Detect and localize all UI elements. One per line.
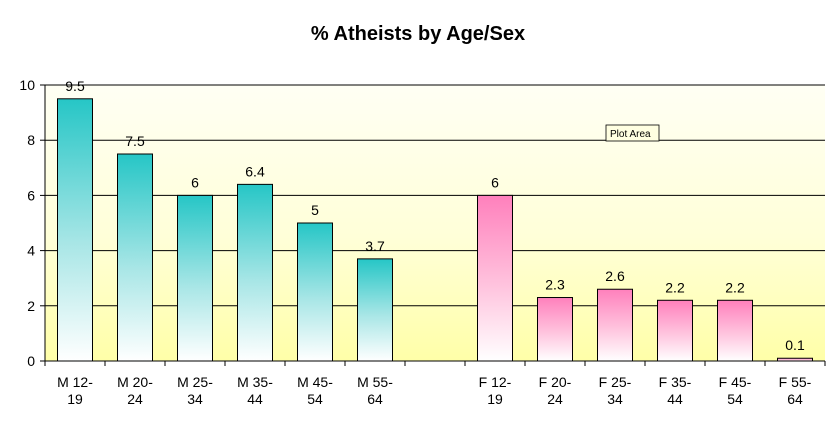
data-label: 0.1 xyxy=(785,337,805,353)
plot-background xyxy=(45,85,825,361)
bar xyxy=(237,183,273,362)
x-tick-label: 19 xyxy=(487,391,503,407)
data-label: 2.6 xyxy=(605,268,625,284)
bar xyxy=(357,258,393,362)
x-tick-label: M 25- xyxy=(177,374,213,390)
tooltip-text: Plot Area xyxy=(610,129,651,140)
data-label: 6.4 xyxy=(245,163,265,179)
bar xyxy=(477,194,513,362)
bar xyxy=(597,288,633,362)
x-tick-label: M 35- xyxy=(237,374,273,390)
x-tick-label: 64 xyxy=(787,391,803,407)
x-tick-label: 54 xyxy=(307,391,323,407)
y-tick-label: 10 xyxy=(19,77,35,93)
x-tick-label: 34 xyxy=(607,391,623,407)
data-label: 2.2 xyxy=(725,279,745,295)
y-tick-label: 2 xyxy=(27,298,35,314)
x-tick-label: F 20- xyxy=(539,374,572,390)
x-tick-label: 34 xyxy=(187,391,203,407)
x-tick-label: 19 xyxy=(67,391,83,407)
x-tick-label: F 35- xyxy=(659,374,692,390)
plot-area xyxy=(45,84,825,361)
data-label: 3.7 xyxy=(365,238,385,254)
data-label: 6 xyxy=(491,174,499,190)
y-tick-label: 4 xyxy=(27,243,35,259)
x-tick-label: 44 xyxy=(667,391,683,407)
chart-title: % Atheists by Age/Sex xyxy=(311,23,525,45)
bars-layer xyxy=(57,98,813,362)
x-tick-label: 24 xyxy=(127,391,143,407)
plot-area-tooltip: Plot Area xyxy=(605,124,660,142)
bar xyxy=(177,194,213,362)
bar xyxy=(657,299,693,362)
data-label: 9.5 xyxy=(65,78,85,94)
data-label: 2.2 xyxy=(665,279,685,295)
tooltip-box xyxy=(605,124,660,142)
data-label: 5 xyxy=(311,202,319,218)
data-labels-layer: 9.5 7.5 6 6.4 5 3.7 6 2.3 2.6 2.2 2.2 0.1 xyxy=(65,78,805,353)
bar xyxy=(537,297,573,362)
data-label: 7.5 xyxy=(125,133,145,149)
y-tick-label: 0 xyxy=(27,353,35,369)
x-tick-label: F 45- xyxy=(719,374,752,390)
bar xyxy=(717,299,753,362)
x-tick-label: M 20- xyxy=(117,374,153,390)
y-axis: 0 2 4 6 8 10 xyxy=(19,77,46,369)
x-tick-label: 44 xyxy=(247,391,263,407)
data-label: 6 xyxy=(191,174,199,190)
x-tick-label: M 55- xyxy=(357,374,393,390)
bar xyxy=(57,98,93,362)
bar xyxy=(297,222,333,362)
y-tick-label: 6 xyxy=(27,187,35,203)
bar xyxy=(117,153,153,362)
x-tick-label: F 25- xyxy=(599,374,632,390)
x-tick-label: M 12- xyxy=(57,374,93,390)
x-axis: M 12-19M 20-24M 25-34M 35-44M 45-54M 55-… xyxy=(44,360,826,407)
y-tick-label: 8 xyxy=(27,132,35,148)
data-label: 2.3 xyxy=(545,277,565,293)
x-tick-label: 64 xyxy=(367,391,383,407)
x-tick-label: M 45- xyxy=(297,374,333,390)
x-tick-label: 54 xyxy=(727,391,743,407)
x-tick-label: 24 xyxy=(547,391,563,407)
x-tick-label: F 55- xyxy=(779,374,812,390)
x-tick-label: F 12- xyxy=(479,374,512,390)
